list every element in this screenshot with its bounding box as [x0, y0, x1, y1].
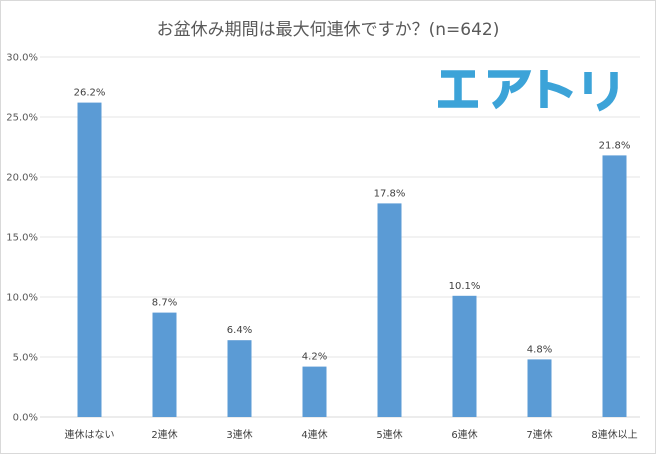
category-label: 3連休	[226, 428, 252, 441]
bars	[77, 102, 627, 417]
gridlines	[40, 56, 640, 358]
data-label: 4.2%	[302, 352, 327, 363]
x-axis-categories: 連休はない 2連休 3連休 4連休 5連休 6連休 7連休 8連休以上	[65, 428, 638, 441]
chart-title: お盆休み期間は最大何連休ですか？(n=642)	[156, 20, 500, 40]
category-label: 7連休	[526, 428, 552, 441]
airtrip-logo	[438, 70, 618, 112]
bar	[152, 312, 177, 417]
data-label: 6.4%	[227, 325, 252, 336]
data-label: 8.7%	[152, 298, 177, 309]
data-label: 21.8%	[599, 140, 631, 151]
bar	[377, 203, 402, 417]
y-tick-label: 10.0%	[6, 293, 38, 304]
category-label: 2連休	[151, 428, 177, 441]
category-label: 8連休以上	[591, 428, 637, 441]
data-label: 26.2%	[74, 88, 106, 99]
category-label: 6連休	[451, 428, 477, 441]
y-tick-label: 15.0%	[6, 233, 38, 244]
data-labels: 26.2% 8.7% 6.4% 4.2% 17.8% 10.1% 4.8% 21.8%	[74, 88, 631, 363]
bar	[77, 102, 102, 417]
category-label: 連休はない	[65, 428, 115, 441]
y-tick-label: 5.0%	[13, 353, 38, 364]
bar	[602, 155, 627, 417]
bar	[302, 366, 327, 417]
bar	[452, 295, 477, 417]
y-tick-label: 30.0%	[6, 53, 38, 64]
data-label: 10.1%	[449, 281, 481, 292]
bar	[227, 340, 252, 417]
data-label: 17.8%	[374, 188, 406, 199]
y-tick-label: 0.0%	[13, 413, 38, 424]
bar	[527, 359, 552, 417]
y-axis-ticks: 0.0% 5.0% 10.0% 15.0% 20.0% 25.0% 30.0%	[6, 53, 38, 424]
category-label: 5連休	[376, 428, 402, 441]
y-tick-label: 25.0%	[6, 113, 38, 124]
data-label: 4.8%	[527, 344, 552, 355]
y-tick-label: 20.0%	[6, 173, 38, 184]
category-label: 4連休	[301, 428, 327, 441]
